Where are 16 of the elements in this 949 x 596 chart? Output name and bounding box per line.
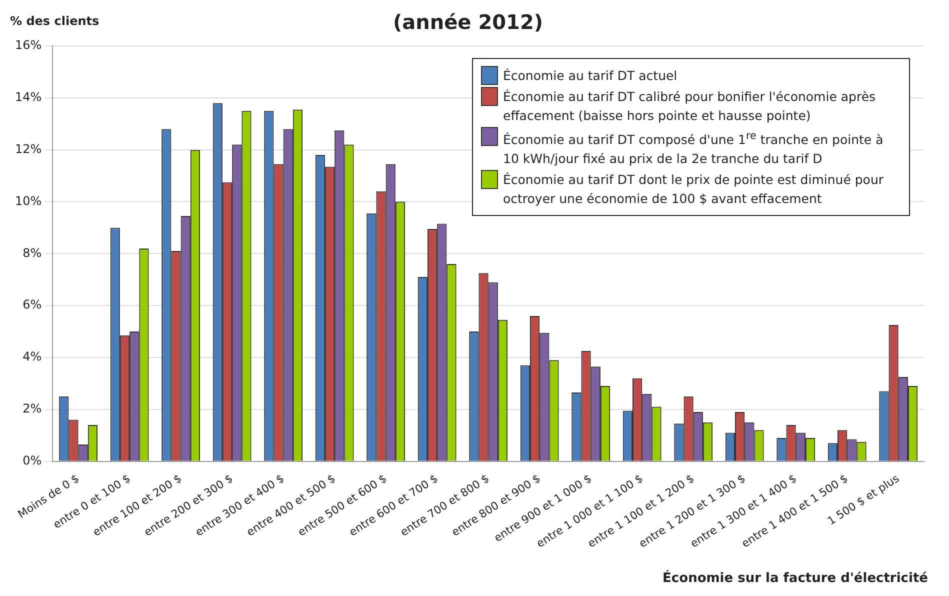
legend-label: Économie au tarif DT actuel [503,67,678,85]
y-tick-label: 10% [15,194,42,208]
legend-label: Économie au tarif DT composé d'une 1$^{re}$ tranche en pointe à 10 kWh/jour fixé au prix de la 2e tranche du tarif D [503,129,884,168]
y-tick-label: 6% [22,298,42,312]
legend-label: Économie au tarif DT calibré pour bonifier l'économie après effacement (baisse hors pointe et hausse pointe) [503,88,877,125]
y-tick-label: 14% [15,90,42,104]
x-axis-title: Économie sur la facture d'électricité [662,571,928,586]
y-tick-label: 0% [22,453,42,468]
legend-label: Économie au tarif DT dont le prix de pointe est diminué pour octroyer une économie de 100 $ avant effacement [503,171,884,208]
y-tick-label: 12% [15,142,42,156]
y-tick-label: 8% [22,246,42,260]
y-tick-label: 4% [22,350,42,364]
y-tick-label: 16% [15,38,42,52]
y-tick-label: 2% [22,402,42,416]
y-axis-title: % des clients [10,14,100,28]
chart-title: (année 2012) [392,10,544,34]
